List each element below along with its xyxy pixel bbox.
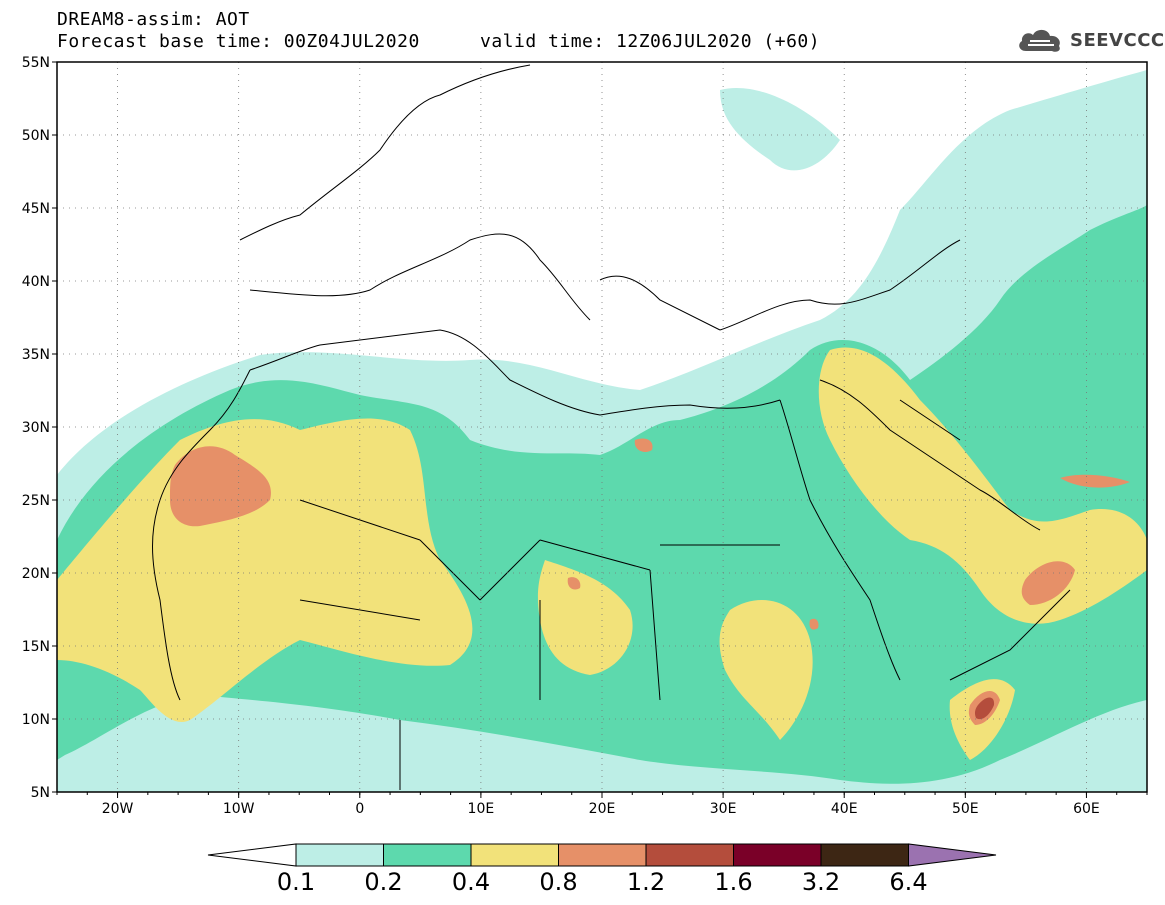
longitude-axis: 20W 10W 0 10E 20E 30E 40E 50E 60E bbox=[56, 792, 1148, 817]
colorbar-bin bbox=[558, 843, 647, 867]
colorbar bbox=[207, 843, 997, 867]
map-title: DREAM8-assim: AOT bbox=[57, 9, 250, 30]
logo-text: SEEVCCC bbox=[1070, 29, 1165, 51]
lon-tick-label: 10E bbox=[468, 801, 495, 817]
lon-tick-label: 30E bbox=[710, 801, 737, 817]
lon-tick-label: 60E bbox=[1073, 801, 1100, 817]
colorbar-bin bbox=[295, 843, 384, 867]
coastline-europe bbox=[239, 64, 961, 331]
lat-tick-label: 10N bbox=[22, 712, 50, 728]
colorbar-label: 1.2 bbox=[626, 868, 666, 896]
lon-tick-label: 40E bbox=[831, 801, 858, 817]
colorbar-label: 3.2 bbox=[801, 868, 841, 896]
colorbar-bin bbox=[820, 843, 909, 867]
lon-tick-label: 20E bbox=[589, 801, 616, 817]
lat-tick-label: 35N bbox=[22, 347, 50, 363]
aot-contour-level3 bbox=[57, 347, 1147, 760]
valid-time: valid time: 12Z06JUL2020 (+60) bbox=[480, 31, 821, 52]
coastline-arabia bbox=[819, 379, 1071, 681]
lat-tick-label: 45N bbox=[22, 201, 50, 217]
aot-contour-level5 bbox=[974, 697, 995, 720]
colorbar-over-arrow bbox=[908, 843, 997, 867]
colorbar-label: 6.4 bbox=[889, 868, 928, 896]
lon-tick-label: 20W bbox=[102, 801, 134, 817]
colorbar-label: 0.1 bbox=[276, 868, 316, 896]
border-lines bbox=[299, 399, 961, 790]
colorbar-label: 0.8 bbox=[539, 868, 578, 896]
lat-tick-label: 40N bbox=[22, 274, 50, 290]
latitude-axis: 55N 50N 45N 40N 35N 30N 25N 20N 15N 10N 5N bbox=[22, 55, 57, 801]
lat-tick-label: 55N bbox=[22, 55, 50, 71]
colorbar-bin bbox=[733, 843, 822, 867]
lon-tick-label: 50E bbox=[952, 801, 979, 817]
colorbar-bin bbox=[645, 843, 734, 867]
lat-tick-label: 15N bbox=[22, 639, 50, 655]
colorbar-label: 0.2 bbox=[364, 868, 403, 896]
lat-tick-label: 20N bbox=[22, 566, 50, 582]
colorbar-bin bbox=[383, 843, 472, 867]
lon-tick-label: 10W bbox=[223, 801, 255, 817]
lat-tick-label: 25N bbox=[22, 493, 50, 509]
forecast-base-time: Forecast base time: 00Z04JUL2020 bbox=[57, 31, 420, 52]
lat-tick-label: 5N bbox=[31, 785, 50, 801]
cloud-icon bbox=[1019, 29, 1060, 52]
lon-tick-label: 0 bbox=[355, 801, 364, 817]
coastline-africa-north bbox=[152, 329, 901, 701]
coastline-borders bbox=[152, 64, 1071, 790]
aot-field bbox=[57, 70, 1147, 792]
lat-tick-label: 50N bbox=[22, 128, 50, 144]
colorbar-label: 0.4 bbox=[451, 868, 491, 896]
colorbar-bin bbox=[470, 843, 559, 867]
lat-tick-label: 30N bbox=[22, 420, 50, 436]
colorbar-under-arrow bbox=[207, 843, 297, 867]
colorbar-label: 1.6 bbox=[714, 868, 753, 896]
seevccc-logo: SEEVCCC bbox=[1016, 22, 1165, 58]
